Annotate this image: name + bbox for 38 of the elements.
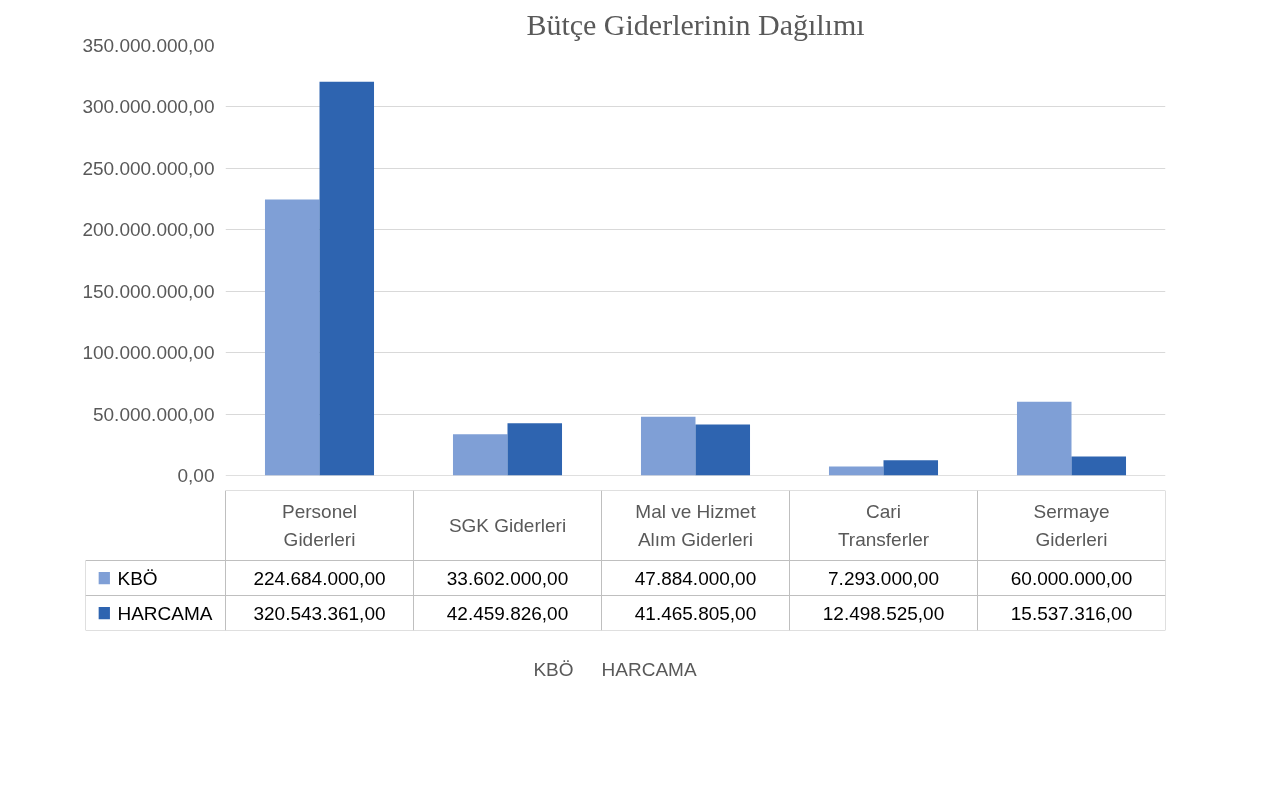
bar <box>319 81 375 476</box>
x-tick-label: Personel Giderleri <box>282 501 358 550</box>
y-tick-label: 200.000.000,00 <box>82 219 215 241</box>
y-tick-label: 0,00 <box>177 465 215 486</box>
x-tick-label: Cari Transferler <box>837 501 930 550</box>
data-label: 47.884.000,00 <box>634 567 757 589</box>
y-tick-label: 150.000.000,00 <box>82 280 215 302</box>
data-label: 15.537.316,00 <box>1010 602 1133 624</box>
bar <box>1016 401 1072 476</box>
data-label: 320.543.361,00 <box>253 602 386 624</box>
bar <box>264 199 320 476</box>
x-tick-label: Sermaye Giderleri <box>1033 501 1110 550</box>
y-tick-label: 100.000.000,00 <box>82 342 215 364</box>
bar <box>452 434 508 476</box>
y-tick-label: 300.000.000,00 <box>82 96 215 118</box>
data-label: 33.602.000,00 <box>446 567 569 589</box>
bar <box>695 424 751 476</box>
data-label: 12.498.525,00 <box>822 602 945 624</box>
bar <box>828 466 884 476</box>
data-label: 42.459.826,00 <box>446 602 569 624</box>
y-tick-label: 50.000.000,00 <box>92 403 215 425</box>
data-label: 224.684.000,00 <box>253 567 386 589</box>
x-tick-label: Mal ve Hizmet Alım Giderleri <box>635 501 757 550</box>
x-tick-label: SGK Giderleri <box>448 515 567 536</box>
bar <box>640 416 696 476</box>
data-label: 7.293.000,00 <box>828 567 939 589</box>
bar <box>1071 456 1127 476</box>
data-label: 41.465.805,00 <box>634 602 757 624</box>
y-tick-label: 350.000.000,00 <box>82 35 215 56</box>
bar <box>883 460 939 476</box>
chart-title: Bütçe Giderlerinin Dağılımı <box>526 7 865 41</box>
text: KBÖ <box>533 659 574 680</box>
legend-label: KBÖ <box>117 567 158 589</box>
data-label: 60.000.000,00 <box>1010 567 1133 589</box>
legend-label: HARCAMA <box>117 602 213 624</box>
text: HARCAMA <box>601 659 697 680</box>
bar <box>507 423 563 476</box>
y-tick-label: 250.000.000,00 <box>82 157 215 179</box>
